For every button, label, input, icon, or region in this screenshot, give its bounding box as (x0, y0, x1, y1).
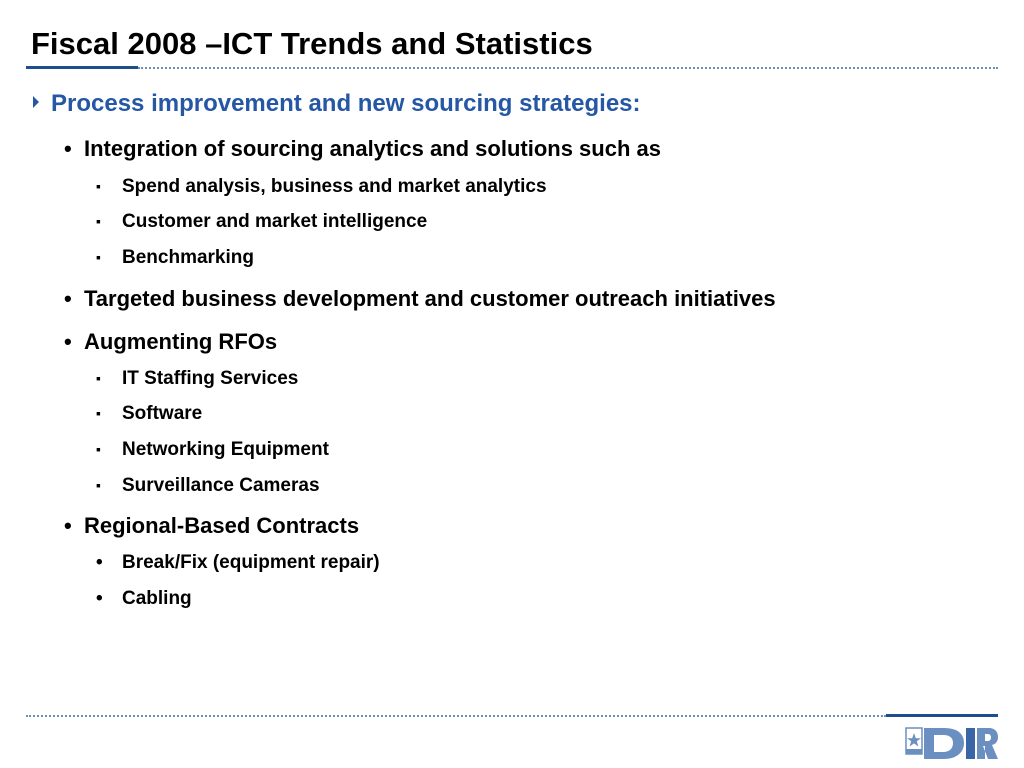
sub-bullet-item-text: Software (122, 403, 203, 424)
bullet-item-text: Integration of sourcing analytics and so… (84, 136, 661, 161)
title-divider (26, 66, 998, 70)
square-bullet-icon: ▪ (96, 178, 101, 194)
bullet-item-text: Regional-Based Contracts (84, 513, 360, 538)
footer-divider (26, 714, 998, 718)
sub-bullet-item: ▪ Customer and market intelligence (96, 208, 427, 235)
bullet-dot-icon: • (64, 286, 72, 311)
dir-logo-letters (924, 728, 998, 759)
sub-bullet-item: ▪ Surveillance Cameras (96, 472, 320, 499)
sub-bullet-item-text: Networking Equipment (122, 439, 329, 460)
sub-bullet-item-text: Spend analysis, business and market anal… (122, 176, 547, 197)
bullet-item-text: Targeted business development and custom… (84, 286, 776, 311)
sub-bullet-item-text: Break/Fix (equipment repair) (122, 552, 380, 573)
sub-bullet-item: ▪ Software (96, 400, 202, 427)
sub-bullet-item-text: IT Staffing Services (122, 368, 299, 389)
slide-title: Fiscal 2008 –ICT Trends and Statistics (31, 26, 593, 61)
sub-bullet-item-text: Benchmarking (122, 247, 254, 268)
sub-bullet-item-text: Customer and market intelligence (122, 211, 428, 232)
footer-divider-solid (886, 714, 998, 717)
bullet-dot-icon: • (64, 329, 72, 354)
bullet-item: • Targeted business development and custo… (64, 285, 776, 313)
square-bullet-icon: ▪ (96, 249, 101, 265)
bullet-item-text: Augmenting RFOs (84, 329, 278, 354)
texas-flag-icon (905, 727, 923, 755)
bullet-dot-icon: • (96, 552, 103, 573)
title-divider-dotted (138, 67, 998, 69)
square-bullet-icon: ▪ (96, 405, 101, 421)
bullet-dot-icon: • (64, 513, 72, 538)
square-bullet-icon: ▪ (96, 477, 101, 493)
sub-bullet-item: ▪ Spend analysis, business and market ana… (96, 173, 547, 200)
sub-bullet-item: ▪ Networking Equipment (96, 436, 329, 463)
bullet-item: • Integration of sourcing analytics and s… (64, 135, 661, 163)
sub-bullet-item-text: Cabling (122, 588, 192, 609)
sub-bullet-item: • Cabling (96, 586, 192, 612)
sub-bullet-item-text: Surveillance Cameras (122, 475, 320, 496)
triangle-bullet-icon (33, 96, 39, 108)
bullet-dot-icon: • (64, 136, 72, 161)
bullet-item: • Regional-Based Contracts (64, 512, 359, 540)
sub-bullet-item: ▪ IT Staffing Services (96, 365, 298, 392)
footer-divider-dotted (26, 715, 886, 717)
square-bullet-icon: ▪ (96, 213, 101, 229)
square-bullet-icon: ▪ (96, 441, 101, 457)
section-heading-text: Process improvement and new sourcing str… (51, 90, 641, 117)
title-divider-solid (26, 66, 138, 69)
section-heading: Process improvement and new sourcing str… (33, 88, 641, 120)
sub-bullet-item: ▪ Benchmarking (96, 244, 254, 271)
bullet-dot-icon: • (96, 588, 103, 609)
dir-logo (905, 727, 998, 759)
square-bullet-icon: ▪ (96, 370, 101, 386)
bullet-item: • Augmenting RFOs (64, 328, 277, 356)
sub-bullet-item: • Break/Fix (equipment repair) (96, 550, 380, 576)
